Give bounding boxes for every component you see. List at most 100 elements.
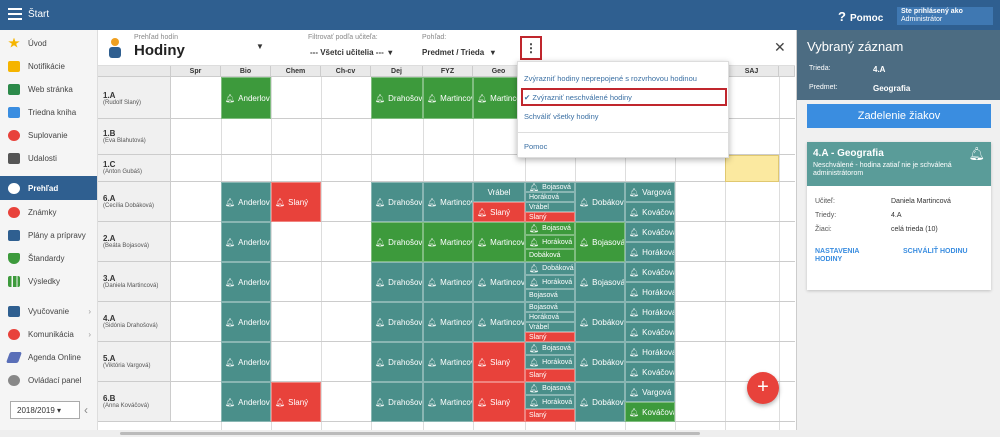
lesson-cell[interactable]: 🔔︎ Bojasová: [575, 222, 625, 262]
lesson-cell[interactable]: 🔔︎ Dobáková: [525, 262, 575, 275]
lesson-cell[interactable]: 🔔︎Martincová: [423, 382, 473, 422]
lesson-cell[interactable]: 🔔︎ Dobáková: [575, 182, 625, 222]
sidebar-item-plany[interactable]: Plány a prípravy: [0, 224, 97, 246]
lesson-cell[interactable]: 🔔︎ Slaný: [473, 202, 525, 222]
lesson-cell[interactable]: Vrábel: [525, 202, 575, 212]
lesson-cell[interactable]: 🔔︎ Anderlová: [221, 182, 271, 222]
lesson-cell[interactable]: 🔔︎ Bojasová: [525, 182, 575, 192]
app-title[interactable]: Štart: [28, 9, 50, 20]
lesson-cell[interactable]: 🔔︎ Anderlová: [221, 382, 271, 422]
lesson-cell[interactable]: 🔔︎ Slaný: [473, 342, 525, 382]
lesson-cell[interactable]: 🔔︎Martincová: [473, 77, 525, 119]
sidebar-item-komunikacia[interactable]: Komunikácia ›: [0, 323, 97, 345]
sidebar-item-znamky[interactable]: Známky: [0, 201, 97, 223]
class-cell[interactable]: 3.A (Daniela Martincová): [98, 262, 171, 301]
teacher-filter-select[interactable]: --- Všetci učitelia --- ▾: [310, 48, 393, 57]
class-cell[interactable]: 4.A (Sidónia Drahošová): [98, 302, 171, 341]
approve-lesson-link[interactable]: SCHVÁLIŤ HODINU: [903, 248, 968, 255]
lesson-cell[interactable]: 🔔︎ Vargová: [625, 182, 675, 202]
lesson-cell[interactable]: 🔔︎ Horáková: [625, 282, 675, 302]
view-select[interactable]: Predmet / Trieda ▾: [422, 48, 495, 57]
lesson-cell[interactable]: 🔔︎ Dobáková: [575, 382, 625, 422]
lesson-cell[interactable]: Horáková: [525, 312, 575, 322]
lesson-cell[interactable]: 🔔︎ Anderlová: [221, 77, 271, 119]
lesson-cell[interactable]: 🔔︎Martincová: [473, 302, 525, 342]
class-cell[interactable]: 2.A (Beáta Bojasová): [98, 222, 171, 261]
lesson-cell[interactable]: Horáková: [525, 192, 575, 202]
lesson-cell[interactable]: 🔔︎Martincová: [423, 342, 473, 382]
lesson-cell[interactable]: 🔔︎ Vargová: [625, 382, 675, 402]
lesson-cell[interactable]: 🔔︎Martincová: [473, 262, 525, 302]
lesson-settings-link[interactable]: NASTAVENIA HODINY: [815, 248, 860, 263]
lesson-cell[interactable]: Slaný: [525, 212, 575, 222]
sidebar-item-web[interactable]: Web stránka: [0, 78, 97, 100]
menu-item-highlight-unapproved[interactable]: ✔ Zvýrazniť neschválené hodiny: [524, 93, 632, 102]
sidebar-item-ovladaci-panel[interactable]: Ovládací panel: [0, 369, 97, 391]
lesson-cell[interactable]: 🔔︎ Drahošová: [371, 182, 423, 222]
menu-item-approve-all[interactable]: Schváliť všetky hodiny: [524, 112, 599, 121]
lesson-cell[interactable]: 🔔︎ Drahošová: [371, 342, 423, 382]
sidebar-item-udalosti[interactable]: Udalosti: [0, 147, 97, 169]
lesson-cell[interactable]: 🔔︎ Kováčová: [625, 222, 675, 242]
sidebar-item-prehlad[interactable]: Prehľad: [0, 176, 97, 200]
class-cell[interactable]: 6.A (Cecília Dobáková): [98, 182, 171, 221]
lesson-cell[interactable]: 🔔︎ Horáková: [525, 395, 575, 409]
lesson-cell[interactable]: Vrábel: [525, 322, 575, 332]
lesson-cell[interactable]: 🔔︎ Kováčová: [625, 402, 675, 422]
user-menu[interactable]: Ste prihlásený ako Administrátor: [897, 7, 993, 25]
menu-item-help[interactable]: Pomoc: [524, 142, 548, 151]
horizontal-scrollbar[interactable]: [0, 430, 1000, 437]
lesson-cell[interactable]: 🔔︎ Anderlová: [221, 342, 271, 382]
lesson-cell[interactable]: 🔔︎ Drahošová: [371, 382, 423, 422]
year-select[interactable]: 2018/2019 ▾: [10, 401, 80, 419]
lesson-cell[interactable]: 🔔︎ Horáková: [625, 342, 675, 362]
lesson-cell[interactable]: 🔔︎ Anderlová: [221, 222, 271, 262]
lesson-cell[interactable]: 🔔︎ Horáková: [525, 355, 575, 369]
sidebar-item-suplovanie[interactable]: Suplovanie: [0, 124, 97, 146]
lesson-cell[interactable]: 🔔︎ Bojasová: [575, 262, 625, 302]
lesson-cell[interactable]: 🔔︎Martincová: [423, 262, 473, 302]
lesson-cell[interactable]: 🔔︎Martincová: [423, 182, 473, 222]
lesson-cell[interactable]: 🔔︎ Horáková: [525, 235, 575, 249]
sidebar-item-triedna-kniha[interactable]: Triedna kniha: [0, 101, 97, 123]
lesson-cell[interactable]: 🔔︎ Drahošová: [371, 262, 423, 302]
lesson-cell[interactable]: 🔔︎ Anderlová: [221, 262, 271, 302]
lesson-cell[interactable]: 🔔︎Martincová: [473, 222, 525, 262]
class-cell[interactable]: 6.B (Anna Kováčová): [98, 382, 171, 421]
lesson-cell[interactable]: 🔔︎ Kováčová: [625, 322, 675, 342]
lesson-cell[interactable]: 🔔︎ Bojasová: [525, 382, 575, 395]
sidebar-item-agenda[interactable]: Agenda Online: [0, 346, 97, 368]
lesson-cell[interactable]: 🔔︎ Slaný: [271, 382, 321, 422]
lesson-cell[interactable]: 🔔︎ Bojasová: [525, 222, 575, 235]
lesson-cell[interactable]: 🔔︎ Horáková: [525, 275, 575, 289]
lesson-cell[interactable]: 🔔︎ Slaný: [271, 182, 321, 222]
lesson-cell[interactable]: Bojasová: [525, 302, 575, 312]
class-cell[interactable]: 1.B (Eva Blahutová): [98, 119, 171, 154]
lesson-cell[interactable]: 🔔︎ Bojasová: [525, 342, 575, 355]
assign-students-button[interactable]: Zadelenie žiakov: [807, 104, 991, 128]
lesson-cell[interactable]: Dobáková: [525, 249, 575, 262]
lesson-cell[interactable]: 🔔︎ Anderlová: [221, 302, 271, 342]
lesson-cell[interactable]: 🔔︎ Drahošová: [371, 77, 423, 119]
more-options-icon[interactable]: ⋮: [520, 36, 542, 60]
help-button[interactable]: ? Pomoc: [838, 9, 884, 24]
lesson-cell[interactable]: 🔔︎Martincová: [423, 222, 473, 262]
lesson-cell[interactable]: 🔔︎ Kováčová: [625, 362, 675, 382]
lesson-cell[interactable]: 🔔︎ Horáková: [625, 302, 675, 322]
title-dropdown-icon[interactable]: ▼: [256, 42, 264, 51]
class-cell[interactable]: 5.A (Viktória Vargová): [98, 342, 171, 381]
sidebar-item-uvod[interactable]: Úvod: [0, 32, 97, 54]
lesson-cell[interactable]: 🔔︎ Horáková: [625, 242, 675, 262]
lesson-cell[interactable]: 🔔︎ Kováčová: [625, 202, 675, 222]
lesson-cell[interactable]: Bojasová: [525, 289, 575, 302]
add-button[interactable]: +: [747, 372, 779, 404]
class-cell[interactable]: 1.A (Rudolf Slaný): [98, 77, 171, 118]
lesson-cell[interactable]: 🔔︎ Dobáková: [575, 342, 625, 382]
lesson-cell[interactable]: 🔔︎ Drahošová: [371, 222, 423, 262]
lesson-cell-empty[interactable]: [725, 155, 779, 182]
lesson-cell[interactable]: 🔔︎ Slaný: [473, 382, 525, 422]
lesson-cell[interactable]: 🔔︎Martincová: [423, 77, 473, 119]
menu-item-highlight-unlinked[interactable]: Zvýrazniť hodiny neprepojené s rozvrhovo…: [524, 74, 697, 83]
lesson-cell[interactable]: Slaný: [525, 332, 575, 342]
lesson-cell[interactable]: Slaný: [525, 369, 575, 382]
